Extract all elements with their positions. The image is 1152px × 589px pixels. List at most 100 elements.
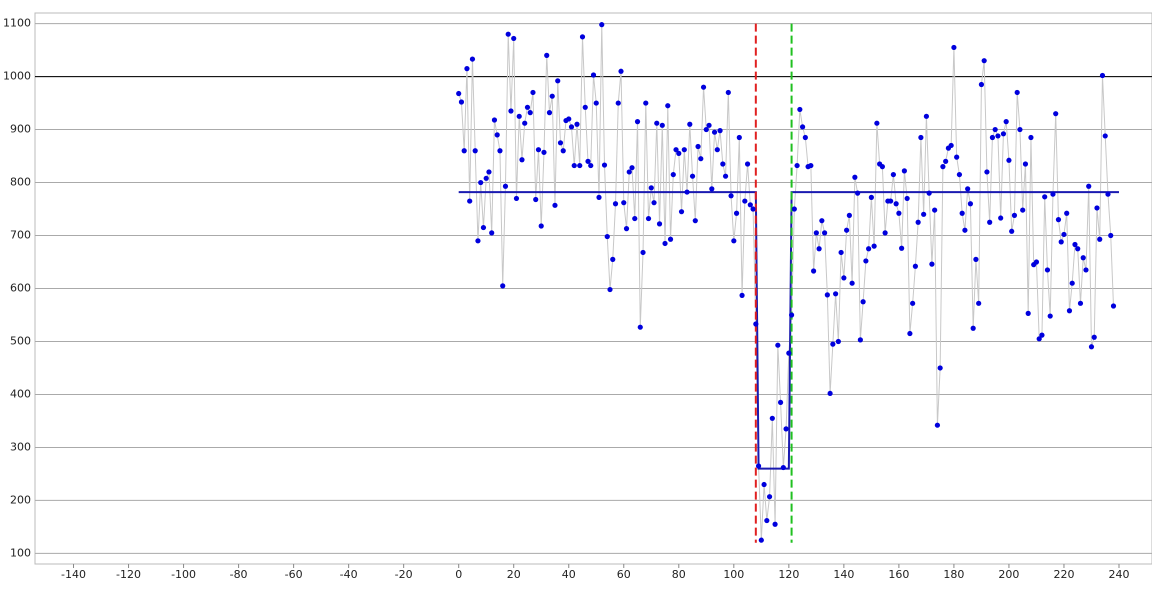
data-point [601,162,608,168]
data-point [662,240,668,247]
data-point [513,195,520,202]
data-point [544,52,550,58]
data-point [1036,336,1042,342]
data-point [469,56,476,62]
data-point [1075,246,1081,252]
data-point [659,122,665,128]
data-point [948,142,954,149]
data-point [736,134,742,141]
data-point [962,227,968,233]
x-tick-label: -100 [171,568,196,581]
data-point [692,218,698,224]
data-point [1011,212,1018,218]
data-point [998,215,1004,221]
data-point [629,165,635,171]
data-point [725,89,731,96]
y-tick-label: 1000 [3,70,31,83]
data-point [626,169,632,175]
data-point [486,169,492,175]
data-point [794,162,800,169]
data-point [901,168,907,174]
data-point [1072,241,1078,248]
data-point [934,422,941,428]
data-point [516,113,522,119]
data-point [1017,126,1023,133]
data-point [893,201,899,207]
data-point [995,133,1001,139]
data-point [973,256,979,262]
data-point [610,256,616,262]
data-point [871,243,877,249]
data-point [546,110,553,116]
data-point [648,185,654,191]
data-point [1028,134,1034,141]
data-point [849,280,855,286]
data-point [777,399,784,406]
data-point [844,227,850,233]
data-point [1047,313,1053,319]
data-point [992,126,998,133]
data-point [959,210,965,216]
data-point [1110,303,1117,309]
data-point [557,140,564,146]
data-point [1000,131,1007,137]
data-point [810,268,817,274]
x-tick-label: -40 [340,568,358,581]
data-point [981,58,987,64]
data-point [824,292,830,298]
data-point [530,89,536,96]
data-point [711,129,718,135]
data-point [700,84,707,90]
data-point [1083,267,1089,273]
data-point [714,147,720,153]
data-point [577,162,583,169]
data-point [970,325,976,331]
data-point [522,120,528,126]
data-point [846,212,852,218]
data-point [932,207,938,213]
data-point [1039,332,1045,338]
data-point [761,481,767,488]
data-point [579,34,586,40]
data-point [494,132,500,138]
data-point [1025,310,1031,317]
x-tick-label: 40 [562,568,576,581]
data-point [915,219,921,225]
data-point [747,202,753,208]
data-point [1058,239,1064,245]
data-point [483,175,489,181]
data-point [645,215,652,222]
data-point [788,312,795,318]
data-point [1061,231,1067,238]
data-point [560,148,566,154]
data-point [976,300,982,306]
data-point [797,106,803,113]
data-point [574,121,580,127]
x-tick-label: 240 [1108,568,1129,581]
data-point [541,149,547,155]
data-point [665,103,671,109]
data-point [879,164,885,170]
data-point [841,275,847,281]
x-tick-label: 160 [888,568,909,581]
data-point [835,338,841,345]
data-point [1066,308,1073,314]
data-point [1086,183,1092,189]
data-point [904,195,910,202]
data-point [568,124,575,130]
data-point [937,365,943,371]
data-point [1006,157,1012,163]
data-point [758,537,764,543]
data-point [615,100,621,106]
y-tick-label: 400 [10,387,31,400]
y-tick-label: 900 [10,123,31,136]
data-point [728,193,734,199]
data-point [681,147,687,153]
data-point [860,299,866,305]
data-point [571,162,577,169]
data-point [923,113,929,119]
data-point [1069,280,1075,286]
data-point [607,286,613,293]
data-point [698,156,704,162]
data-point [888,198,894,204]
